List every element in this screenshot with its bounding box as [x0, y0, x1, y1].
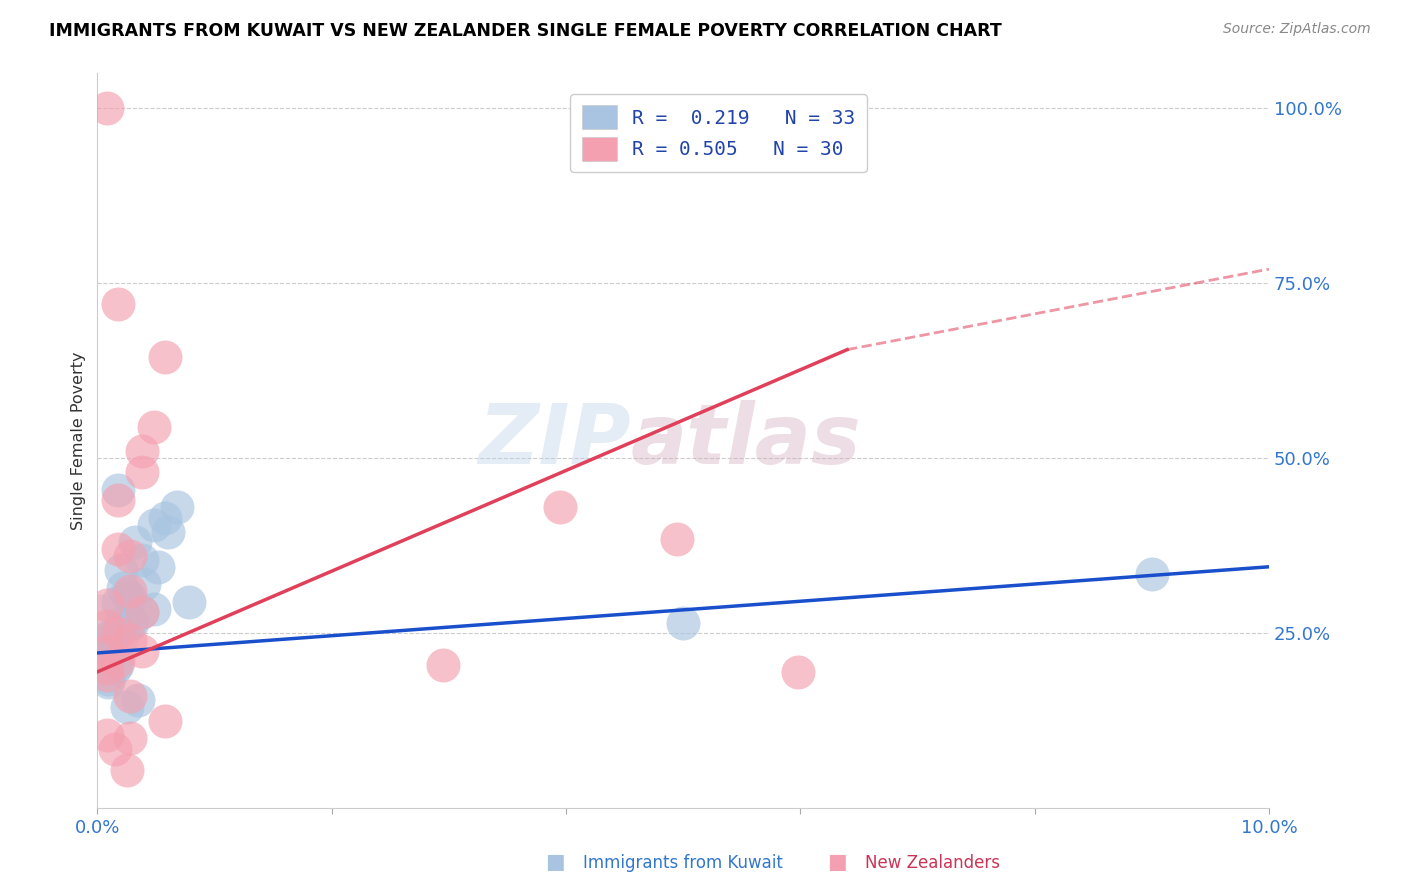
- Text: ■: ■: [827, 853, 846, 872]
- Point: [115, 588, 138, 602]
- Point: [134, 577, 156, 591]
- Point: [96, 619, 118, 633]
- Point: [96, 101, 118, 115]
- Point: [432, 657, 454, 672]
- Point: [177, 595, 200, 609]
- Point: [96, 644, 118, 658]
- Point: [1140, 566, 1163, 581]
- Point: [97, 675, 120, 690]
- Point: [107, 542, 129, 557]
- Point: [127, 693, 149, 707]
- Point: [156, 524, 179, 539]
- Point: [96, 668, 118, 682]
- Point: [107, 623, 129, 637]
- Point: [96, 728, 118, 742]
- Point: [120, 731, 142, 746]
- Text: Source: ZipAtlas.com: Source: ZipAtlas.com: [1223, 22, 1371, 37]
- Point: [120, 584, 142, 599]
- Point: [107, 654, 129, 668]
- Point: [90, 624, 112, 639]
- Text: New Zealanders: New Zealanders: [865, 855, 1000, 872]
- Point: [96, 650, 118, 665]
- Point: [131, 605, 153, 619]
- Point: [110, 563, 132, 577]
- Point: [131, 553, 153, 567]
- Point: [131, 605, 153, 619]
- Point: [100, 630, 122, 644]
- Point: [131, 644, 153, 658]
- Point: [155, 510, 177, 524]
- Point: [166, 500, 188, 515]
- Point: [112, 581, 135, 595]
- Point: [115, 763, 138, 777]
- Point: [115, 699, 138, 714]
- Point: [107, 297, 129, 311]
- Point: [148, 559, 170, 574]
- Point: [548, 500, 571, 515]
- Point: [666, 532, 689, 546]
- Point: [124, 535, 146, 549]
- Point: [787, 665, 810, 679]
- Text: IMMIGRANTS FROM KUWAIT VS NEW ZEALANDER SINGLE FEMALE POVERTY CORRELATION CHART: IMMIGRANTS FROM KUWAIT VS NEW ZEALANDER …: [49, 22, 1002, 40]
- Point: [107, 483, 129, 497]
- Point: [142, 419, 165, 434]
- Text: atlas: atlas: [630, 401, 860, 481]
- Point: [104, 661, 127, 675]
- Text: ZIP: ZIP: [478, 401, 630, 481]
- Point: [98, 630, 121, 644]
- Legend: R =  0.219   N = 33, R = 0.505   N = 30: R = 0.219 N = 33, R = 0.505 N = 30: [569, 94, 868, 172]
- Point: [120, 549, 142, 564]
- Point: [110, 615, 132, 630]
- Point: [155, 714, 177, 728]
- Point: [142, 517, 165, 532]
- Point: [107, 626, 129, 640]
- Point: [97, 672, 120, 686]
- Text: Immigrants from Kuwait: Immigrants from Kuwait: [583, 855, 783, 872]
- Point: [120, 690, 142, 704]
- Point: [107, 493, 129, 508]
- Point: [105, 657, 128, 672]
- Point: [107, 595, 129, 609]
- Point: [96, 599, 118, 613]
- Y-axis label: Single Female Poverty: Single Female Poverty: [72, 351, 86, 530]
- Point: [96, 644, 118, 658]
- Text: ■: ■: [546, 853, 565, 872]
- Point: [155, 350, 177, 364]
- Point: [131, 444, 153, 458]
- Point: [96, 661, 118, 675]
- Point: [120, 591, 142, 606]
- Point: [672, 615, 695, 630]
- Point: [131, 465, 153, 479]
- Point: [120, 633, 142, 648]
- Point: [104, 742, 127, 756]
- Point: [120, 615, 142, 630]
- Point: [142, 602, 165, 616]
- Point: [121, 615, 143, 630]
